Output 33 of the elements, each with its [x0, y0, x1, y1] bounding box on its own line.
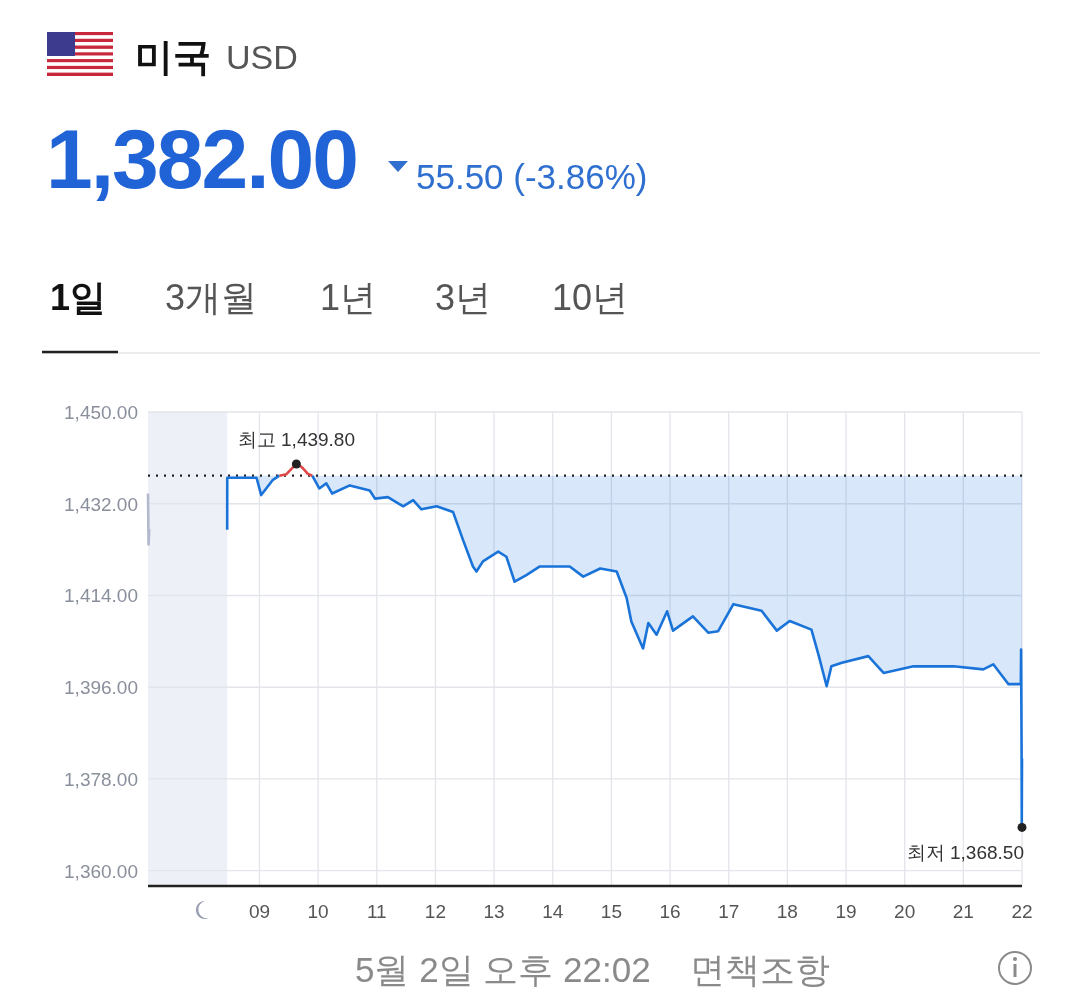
- x-tick-label: 11: [366, 901, 387, 922]
- x-tick-label: 21: [952, 901, 974, 922]
- chart-title: 미국: [135, 36, 211, 78]
- x-tick-label: 12: [424, 901, 446, 922]
- x-tick-label: 15: [600, 901, 622, 922]
- annotation: 최저 1,368.50: [906, 842, 1024, 864]
- text: 3년: [435, 277, 492, 318]
- x-tick-label: 20: [894, 901, 916, 922]
- y-tick-label: 1,450.00: [64, 402, 138, 423]
- text: 55.50 (-3.86%): [416, 157, 648, 196]
- text: 1일: [50, 277, 107, 318]
- x-tick-label: 10: [307, 901, 329, 922]
- x-tick-label: 16: [659, 901, 681, 922]
- text: 3개월: [165, 277, 258, 318]
- text: 1,382.00: [46, 112, 357, 206]
- text: 면책조항: [690, 950, 830, 989]
- chart-subtitle: USD: [226, 38, 298, 76]
- y-tick-label: 1,396.00: [64, 677, 138, 699]
- x-tick-label: 14: [542, 901, 564, 922]
- text: 1년: [320, 277, 377, 318]
- y-tick-label: 1,414.00: [64, 585, 138, 607]
- y-tick-label: 1,360.00: [64, 860, 138, 882]
- y-tick-label: 1,432.00: [64, 493, 138, 515]
- text: 10년: [552, 277, 629, 318]
- annotation: 최고 1,439.80: [237, 428, 356, 450]
- x-tick-label: 22: [1011, 901, 1033, 922]
- text: 5월 2일 오후 22:02: [355, 950, 651, 989]
- x-tick-label: 09: [248, 901, 271, 922]
- y-tick-label: 1,378.00: [64, 768, 138, 790]
- x-tick-label: 19: [835, 901, 857, 922]
- x-tick-label: 13: [483, 901, 505, 922]
- x-tick-label: 18: [776, 901, 798, 922]
- x-tick-label: 17: [718, 901, 740, 922]
